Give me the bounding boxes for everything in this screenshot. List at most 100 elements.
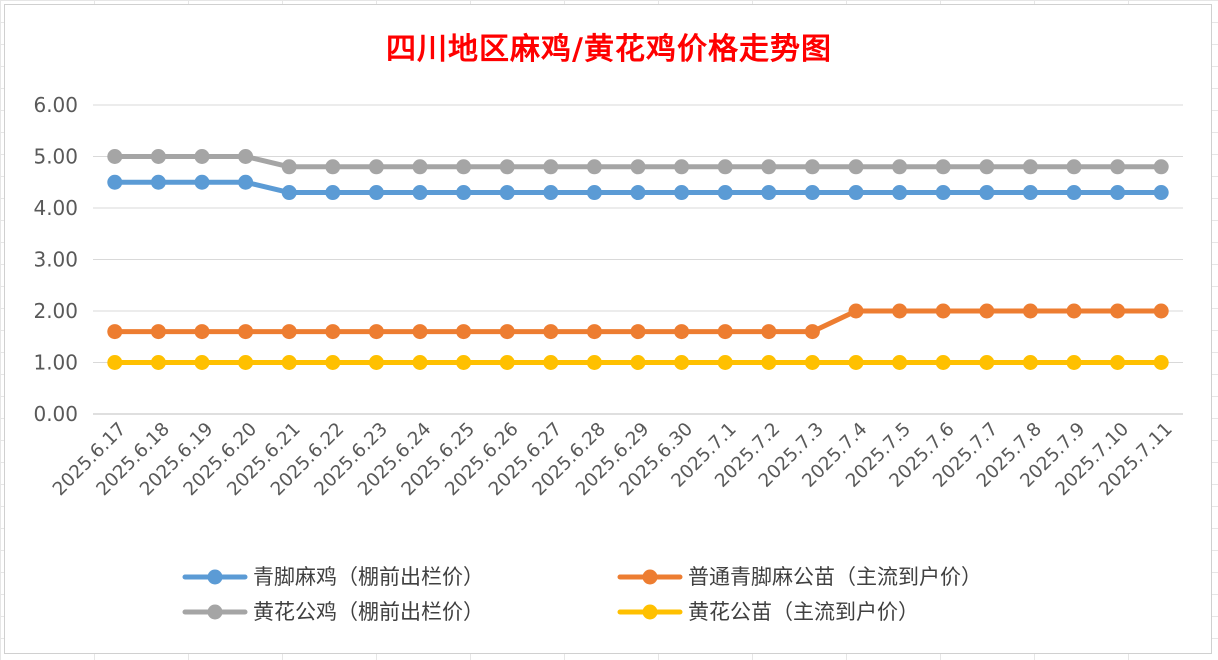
- data-point: [150, 355, 166, 370]
- data-point: [848, 185, 864, 201]
- data-point: [717, 185, 733, 201]
- data-point: [1153, 355, 1169, 370]
- data-point: [586, 324, 602, 340]
- data-point: [848, 355, 864, 370]
- series-3: [107, 149, 1169, 175]
- data-point: [630, 185, 646, 201]
- data-point: [804, 355, 820, 370]
- data-point: [456, 324, 472, 340]
- data-point: [586, 355, 602, 370]
- data-point: [107, 355, 123, 370]
- data-point: [586, 159, 602, 175]
- data-point: [935, 303, 951, 319]
- data-point: [150, 324, 166, 340]
- data-point: [935, 185, 951, 201]
- data-point: [499, 185, 515, 201]
- series-1: [107, 174, 1169, 201]
- data-point: [979, 355, 995, 370]
- legend-swatch-marker: [642, 569, 658, 585]
- data-point: [281, 324, 297, 340]
- series-lines: [107, 149, 1169, 370]
- data-point: [194, 174, 210, 190]
- data-point: [412, 185, 428, 201]
- data-point: [1153, 303, 1169, 319]
- data-point: [979, 185, 995, 201]
- data-point: [543, 185, 559, 201]
- data-point: [368, 355, 384, 370]
- data-point: [1022, 355, 1038, 370]
- data-point: [674, 324, 690, 340]
- data-point: [1066, 303, 1082, 319]
- data-point: [804, 159, 820, 175]
- y-tick-label: 0.00: [33, 402, 78, 426]
- data-point: [456, 159, 472, 175]
- data-point: [892, 185, 908, 201]
- data-point: [150, 149, 166, 164]
- data-point: [238, 324, 254, 340]
- data-point: [456, 185, 472, 201]
- data-point: [456, 355, 472, 370]
- x-axis-ticks: 2025.6.172025.6.182025.6.192025.6.202025…: [49, 419, 1177, 500]
- data-point: [412, 159, 428, 175]
- data-point: [717, 159, 733, 175]
- data-point: [107, 149, 123, 164]
- legend-swatch-marker: [207, 604, 223, 620]
- data-point: [1110, 303, 1126, 319]
- data-point: [1153, 159, 1169, 175]
- data-point: [717, 324, 733, 340]
- legend: 青脚麻鸡（棚前出栏价） 普通青脚麻公苗（主流到户价） 黄花公鸡（棚前出栏价） 黄花公苗…: [182, 565, 982, 624]
- data-point: [194, 324, 210, 340]
- data-point: [586, 185, 602, 201]
- data-point: [325, 324, 341, 340]
- legend-item: 普通青脚麻公苗（主流到户价）: [617, 565, 982, 589]
- data-point: [499, 355, 515, 370]
- data-point: [499, 159, 515, 175]
- data-point: [543, 355, 559, 370]
- series-4: [107, 355, 1169, 370]
- data-point: [107, 174, 123, 190]
- data-point: [412, 324, 428, 340]
- data-point: [543, 324, 559, 340]
- data-point: [761, 355, 777, 370]
- data-point: [848, 159, 864, 175]
- data-point: [368, 324, 384, 340]
- legend-label: 黄花公鸡（棚前出栏价）: [253, 600, 484, 624]
- data-point: [281, 355, 297, 370]
- data-point: [935, 355, 951, 370]
- data-point: [1110, 159, 1126, 175]
- data-point: [281, 159, 297, 175]
- data-point: [368, 185, 384, 201]
- data-point: [107, 324, 123, 340]
- legend-swatch-marker: [642, 604, 658, 620]
- data-point: [1022, 185, 1038, 201]
- data-point: [717, 355, 733, 370]
- data-point: [325, 185, 341, 201]
- legend-label: 青脚麻鸡（棚前出栏价）: [253, 565, 484, 589]
- data-point: [238, 174, 254, 190]
- data-point: [892, 355, 908, 370]
- data-point: [1066, 355, 1082, 370]
- y-tick-label: 2.00: [33, 299, 78, 323]
- y-tick-label: 1.00: [33, 351, 78, 375]
- data-point: [674, 159, 690, 175]
- data-point: [1066, 159, 1082, 175]
- data-point: [761, 185, 777, 201]
- data-point: [543, 159, 559, 175]
- data-point: [238, 355, 254, 370]
- data-point: [979, 303, 995, 319]
- data-point: [674, 185, 690, 201]
- data-point: [368, 159, 384, 175]
- data-point: [630, 355, 646, 370]
- data-point: [979, 159, 995, 175]
- data-point: [238, 149, 254, 164]
- data-point: [412, 355, 428, 370]
- series-2: [107, 303, 1169, 340]
- legend-label: 黄花公苗（主流到户价）: [688, 600, 919, 624]
- legend-label: 普通青脚麻公苗（主流到户价）: [688, 565, 982, 589]
- legend-item: 黄花公苗（主流到户价）: [617, 600, 919, 624]
- data-point: [892, 159, 908, 175]
- data-point: [281, 185, 297, 201]
- data-point: [935, 159, 951, 175]
- legend-item: 黄花公鸡（棚前出栏价）: [182, 600, 484, 624]
- data-point: [1022, 303, 1038, 319]
